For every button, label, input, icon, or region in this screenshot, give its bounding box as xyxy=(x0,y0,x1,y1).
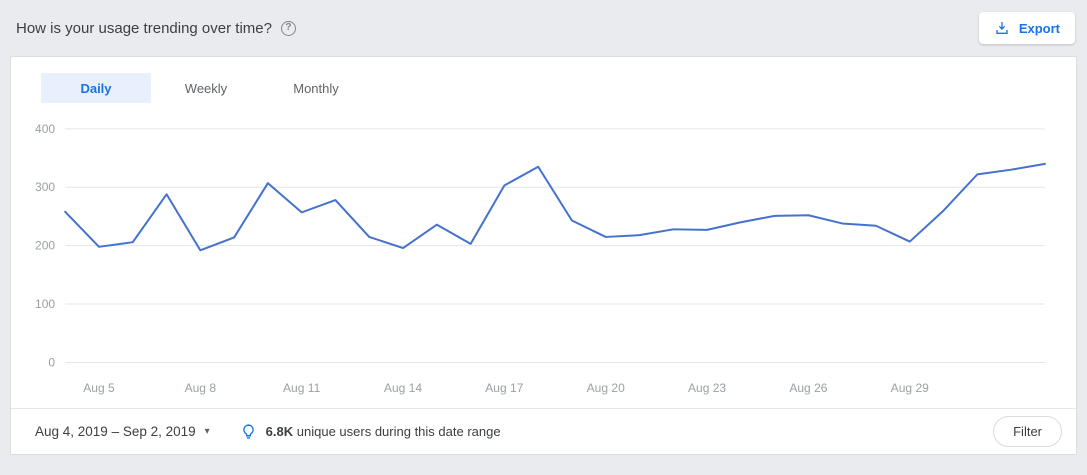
x-axis-tick-label: Aug 26 xyxy=(789,381,828,395)
x-axis-tick-label: Aug 23 xyxy=(688,381,727,395)
y-axis-tick-label: 100 xyxy=(35,297,55,311)
x-axis-tick-label: Aug 11 xyxy=(283,381,321,395)
help-icon[interactable]: ? xyxy=(280,20,296,36)
download-icon xyxy=(996,22,1008,34)
page-title: How is your usage trending over time? xyxy=(16,19,272,37)
tab-daily[interactable]: Daily xyxy=(41,73,151,103)
x-axis-tick-label: Aug 17 xyxy=(485,381,524,395)
usage-trend-card: Daily Weekly Monthly 0 100 200 300 400 Aug 5 Aug… xyxy=(10,56,1077,455)
x-axis-tick-label: Aug 20 xyxy=(587,381,626,395)
export-button-label: Export xyxy=(1018,20,1060,36)
usage-line-chart-canvas: 0 100 200 300 400 Aug 5 Aug 8 Aug 11 Aug 14 Aug 1… xyxy=(35,122,1046,395)
y-axis-tick-label: 400 xyxy=(35,122,55,136)
insight-value: 6.8K xyxy=(265,424,294,439)
tab-monthly[interactable]: Monthly xyxy=(293,80,339,96)
chart-footer: Aug 4, 2019 – Sep 2, 2019 ▾ 6.8K unique … xyxy=(11,408,1076,454)
usage-line-series xyxy=(64,162,1046,252)
x-axis-tick-label: Aug 5 xyxy=(83,381,115,395)
page-header: How is your usage trending over time? ? … xyxy=(0,0,1087,56)
y-axis-tick-label: 200 xyxy=(35,239,55,253)
y-axis-tick-label: 0 xyxy=(48,355,55,369)
tab-weekly[interactable]: Weekly xyxy=(184,80,228,96)
insight-note: 6.8K unique users during this date range xyxy=(240,423,501,440)
insight-label: 6.8K unique users during this date range xyxy=(266,424,501,439)
y-axis-tick-label: 300 xyxy=(35,180,55,194)
export-button[interactable]: Export xyxy=(978,12,1075,44)
insight-text: unique users during this date range xyxy=(296,424,501,439)
filter-button[interactable]: Filter xyxy=(993,416,1062,447)
chevron-down-icon: ▾ xyxy=(204,426,210,437)
x-axis-tick-label: Aug 8 xyxy=(185,381,217,395)
x-axis-tick-label: Aug 14 xyxy=(384,381,423,395)
x-axis-tick-label: Aug 29 xyxy=(891,381,930,395)
page-title-group: How is your usage trending over time? ? xyxy=(16,20,296,37)
interval-tabs: Daily Weekly Monthly xyxy=(11,57,1076,105)
lightbulb-icon xyxy=(242,424,254,439)
date-range-label: Aug 4, 2019 – Sep 2, 2019 xyxy=(35,424,196,439)
usage-line-chart: 0 100 200 300 400 Aug 5 Aug 8 Aug 11 Aug 14 Aug 1… xyxy=(11,105,1076,408)
date-range-selector[interactable]: Aug 4, 2019 – Sep 2, 2019 ▾ xyxy=(35,424,210,439)
